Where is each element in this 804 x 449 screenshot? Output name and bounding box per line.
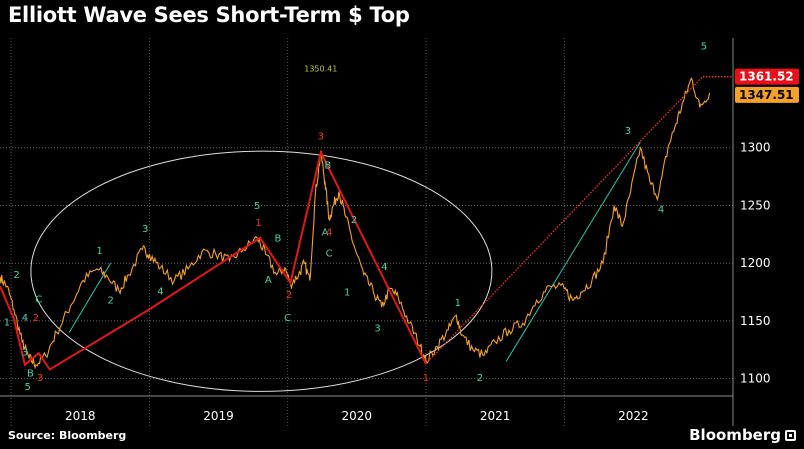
wave-label-15: B [275,233,282,244]
target-value-label: 1361.52 [739,70,794,84]
gridlines [0,147,733,380]
projection-line [425,76,733,365]
wave-label-12: 4 [157,286,163,297]
target-value-tag [735,68,799,85]
chart-title: Elliott Wave Sees Short-Term $ Top [8,3,410,27]
price-series [0,77,711,370]
wave-lines [0,76,733,371]
x-tick-2021: 2021 [480,409,511,423]
x-tick-2022: 2022 [618,409,649,423]
wave-label-11: 3 [142,224,148,235]
wave-label-13: 5 [254,201,260,212]
wave-label-18: C [284,313,291,324]
year-dividers [10,38,565,426]
trend-lines [68,141,641,362]
brand-text: Bloomberg [689,426,781,444]
wave-label-20: B [324,160,331,171]
x-tick-2019: 2019 [203,409,234,423]
value-tags: 1361.52 1347.51 [735,68,799,103]
wave-label-19: 3 [318,132,324,143]
wave-label-2: 4 [22,313,28,324]
y-tick-1100: 1100 [740,372,771,386]
wave-label-33: 5 [701,42,707,53]
wave-label-17: 2 [286,290,292,301]
wave-line [0,149,427,371]
wave-label-16: A [265,275,272,286]
wave-label-27: 3 [374,323,380,334]
y-tick-1150: 1150 [740,314,771,328]
wave-label-6: B [27,368,34,379]
wave-label-26: 4 [381,262,387,273]
wave-label-5: 3 [22,348,28,359]
trend-line-3 [68,262,112,333]
wave-label-25: 1 [344,288,350,299]
wave-label-0: 2 [13,270,19,281]
brand-square-icon [785,429,796,441]
annotation-value: 1350.41 [304,64,337,73]
wave-label-1: 1 [4,318,10,329]
wave-label-21: A [322,227,329,238]
x-tick-2020: 2020 [342,409,373,423]
wave-label-7: 3 [37,373,43,384]
y-tick-1250: 1250 [740,198,771,212]
wave-label-9: 1 [96,246,102,257]
wave-label-29: 1 [455,298,461,309]
wave-label-30: 2 [477,373,483,384]
wave-label-10: 2 [107,296,113,307]
wave-label-24: 2 [351,215,357,226]
last-value-tag [735,86,799,103]
wave-label-4: C [35,294,42,305]
y-tick-1300: 1300 [740,141,771,155]
wave-label-31: 3 [625,126,631,137]
price-line [0,77,711,370]
wave-label-22: 4 [326,227,332,238]
bloomberg-logo: Bloomberg [689,426,796,444]
y-tick-1200: 1200 [740,256,771,270]
last-value-label: 1347.51 [739,88,794,102]
wave-label-23: C [326,248,333,259]
wave-label-28: 1 [423,373,429,384]
highlight-circle [30,150,493,392]
x-tick-2018: 2018 [65,409,96,423]
source-note: Source: Bloomberg [8,429,127,442]
wave-label-14: 1 [255,218,261,229]
y-axis: 1100 1150 1200 1250 1300 [732,38,771,426]
wave-label-8: 5 [24,382,30,393]
x-axis: 2018 2019 2020 2021 2022 [0,395,733,423]
wave-label-32: 4 [658,204,664,215]
trend-line-4 [505,141,641,362]
wave-label-3: 2 [33,313,39,324]
